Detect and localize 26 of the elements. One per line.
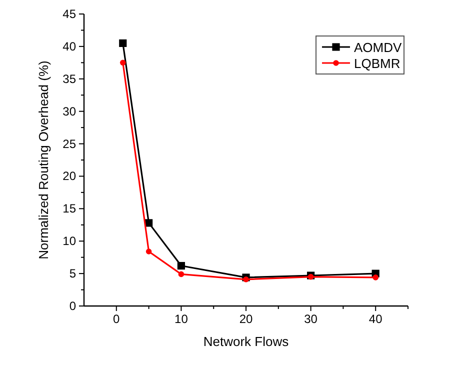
point bbox=[119, 39, 127, 47]
y-tick-label: 30 bbox=[62, 104, 76, 118]
y-tick-label: 35 bbox=[62, 72, 76, 86]
y-tick-label: 20 bbox=[62, 169, 76, 184]
point bbox=[178, 271, 184, 278]
x-tick-label: 30 bbox=[304, 312, 318, 326]
x-tick-label: 0 bbox=[113, 312, 120, 326]
x-axis-title: Network Flows bbox=[203, 334, 290, 349]
y-tick-label: 25 bbox=[62, 136, 76, 151]
x-tick-label: 40 bbox=[368, 312, 383, 326]
y-tick-label: 0 bbox=[69, 299, 76, 313]
legend-label: AOMDV bbox=[354, 40, 402, 55]
y-tick-label: 15 bbox=[62, 202, 76, 216]
legend-label: LQBMR bbox=[354, 56, 400, 71]
x-tick-label: 20 bbox=[239, 312, 253, 326]
y-tick-label: 40 bbox=[62, 39, 76, 54]
point bbox=[372, 274, 378, 280]
y-tick-label: 5 bbox=[69, 266, 76, 281]
point bbox=[177, 262, 185, 270]
y-axis-title: Normalized Routing Overhead (%) bbox=[36, 60, 51, 260]
y-tick-label: 10 bbox=[62, 234, 76, 248]
x-tick-label: 10 bbox=[174, 312, 188, 326]
y-tick-label: 45 bbox=[62, 7, 76, 21]
point bbox=[120, 60, 126, 66]
point bbox=[146, 248, 152, 254]
point bbox=[243, 276, 249, 282]
